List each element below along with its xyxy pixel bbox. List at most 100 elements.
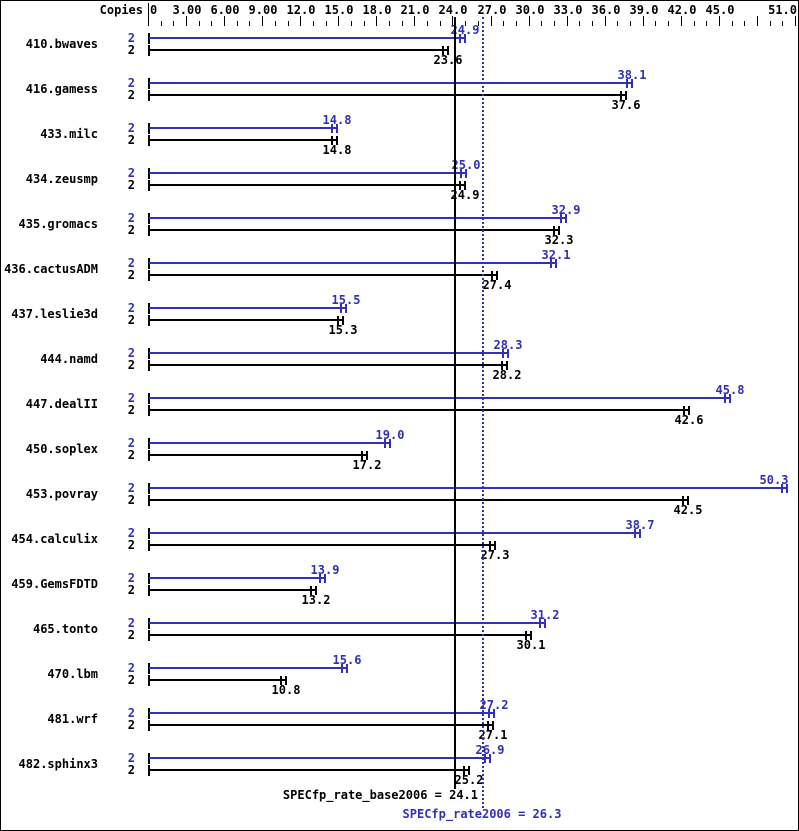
axis-minor-tick (617, 21, 618, 26)
benchmark-label: 433.milc (40, 127, 98, 141)
axis-minor-tick (173, 21, 174, 26)
base-rate-label: SPECfp_rate_base2006 = 24.1 (282, 788, 478, 802)
benchmark-label: 453.povray (25, 487, 98, 501)
peak-value-label: 38.1 (617, 68, 647, 82)
axis-major-tick (529, 16, 530, 26)
peak-copies-value: 2 (127, 31, 135, 45)
peak-bar-end-tick (460, 169, 462, 178)
axis-minor-tick (694, 21, 695, 26)
base-value-label: 27.1 (478, 728, 508, 742)
base-bar-end-tick (315, 586, 317, 595)
peak-bar-end-tick (340, 304, 342, 313)
base-bar-end-tick (496, 271, 498, 280)
peak-bar-end-tick (465, 169, 467, 178)
peak-value-label: 50.3 (759, 473, 789, 487)
base-bar (149, 319, 344, 321)
peak-copies-value: 2 (127, 166, 135, 180)
peak-rate-reference-line (482, 17, 484, 808)
benchmark-label: 434.zeusmp (25, 172, 98, 186)
base-copies-value: 2 (127, 673, 135, 687)
base-copies-value: 2 (127, 268, 135, 282)
axis-major-tick (300, 16, 301, 26)
benchmark-label: 435.gromacs (18, 217, 98, 231)
axis-major-tick (681, 16, 682, 26)
peak-copies-value: 2 (127, 76, 135, 90)
axis-tick-label: 45.0 (705, 3, 735, 17)
benchmark-label: 444.namd (40, 352, 98, 366)
peak-bar-end-tick (539, 619, 541, 628)
peak-bar (149, 217, 567, 219)
axis-minor-tick (313, 21, 314, 26)
axis-tick-label: 24.0 (438, 3, 468, 17)
base-copies-value: 2 (127, 583, 135, 597)
base-bar (149, 229, 560, 231)
axis-major-tick (186, 16, 187, 26)
peak-bar-end-tick (626, 79, 628, 88)
peak-value-label: 31.2 (530, 608, 560, 622)
axis-minor-tick (744, 21, 745, 26)
base-bar-end-tick (447, 46, 449, 55)
axis-minor-tick (389, 21, 390, 26)
axis-major-tick (262, 16, 263, 26)
axis-minor-tick (440, 21, 441, 26)
axis-tick-label: 6.00 (210, 3, 240, 17)
base-value-label: 30.1 (516, 638, 546, 652)
peak-bar-end-tick (464, 34, 466, 43)
peak-bar-end-tick (631, 79, 633, 88)
base-value-label: 42.6 (674, 413, 704, 427)
peak-bar-end-tick (384, 439, 386, 448)
benchmark-label: 470.lbm (47, 667, 98, 681)
axis-tick-label: 33.0 (553, 3, 583, 17)
benchmark-label: 436.cactusADM (4, 262, 98, 276)
peak-value-label: 32.9 (551, 203, 581, 217)
base-bar (149, 184, 466, 186)
base-value-label: 28.2 (492, 368, 522, 382)
peak-bar (149, 172, 467, 174)
base-copies-value: 2 (127, 493, 135, 507)
axis-major-tick (414, 16, 415, 26)
peak-bar (149, 757, 491, 759)
peak-copies-value: 2 (127, 391, 135, 405)
peak-bar-end-tick (507, 349, 509, 358)
axis-minor-tick (465, 21, 466, 26)
base-bar-end-tick (620, 91, 622, 100)
axis-tick-label: 18.0 (362, 3, 392, 17)
peak-bar-end-tick (555, 259, 557, 268)
axis-minor-tick (326, 21, 327, 26)
axis-major-tick (338, 16, 339, 26)
base-copies-value: 2 (127, 43, 135, 57)
base-bar-end-tick (280, 676, 282, 685)
axis-minor-tick (351, 21, 352, 26)
axis-minor-tick (211, 21, 212, 26)
axis-minor-tick (706, 21, 707, 26)
base-bar-end-tick (525, 631, 527, 640)
base-value-label: 27.3 (480, 548, 510, 562)
axis-major-tick (567, 16, 568, 26)
axis-major-tick (491, 16, 492, 26)
base-bar-end-tick (494, 541, 496, 550)
base-copies-value: 2 (127, 223, 135, 237)
base-bar-end-tick (687, 496, 689, 505)
peak-bar-end-tick (729, 394, 731, 403)
peak-bar-end-tick (634, 529, 636, 538)
peak-bar-end-tick (345, 304, 347, 313)
peak-bar (149, 532, 641, 534)
benchmark-label: 454.calculix (11, 532, 98, 546)
base-bar-end-tick (361, 451, 363, 460)
axis-major-tick (376, 16, 377, 26)
axis-major-tick (643, 16, 644, 26)
axis-minor-tick (668, 21, 669, 26)
peak-bar-end-tick (781, 484, 783, 493)
peak-value-label: 45.8 (715, 383, 745, 397)
benchmark-label: 450.soplex (25, 442, 98, 456)
y-axis-top-line (148, 3, 149, 26)
benchmark-label: 482.sphinx3 (18, 757, 98, 771)
copies-column-header: Copies (99, 3, 143, 17)
axis-minor-tick (554, 21, 555, 26)
base-bar-end-tick (530, 631, 532, 640)
axis-tick-label: 9.00 (248, 3, 278, 17)
base-bar (149, 769, 470, 771)
base-bar-end-tick (310, 586, 312, 595)
peak-value-label: 13.9 (310, 563, 340, 577)
peak-bar-end-tick (336, 124, 338, 133)
